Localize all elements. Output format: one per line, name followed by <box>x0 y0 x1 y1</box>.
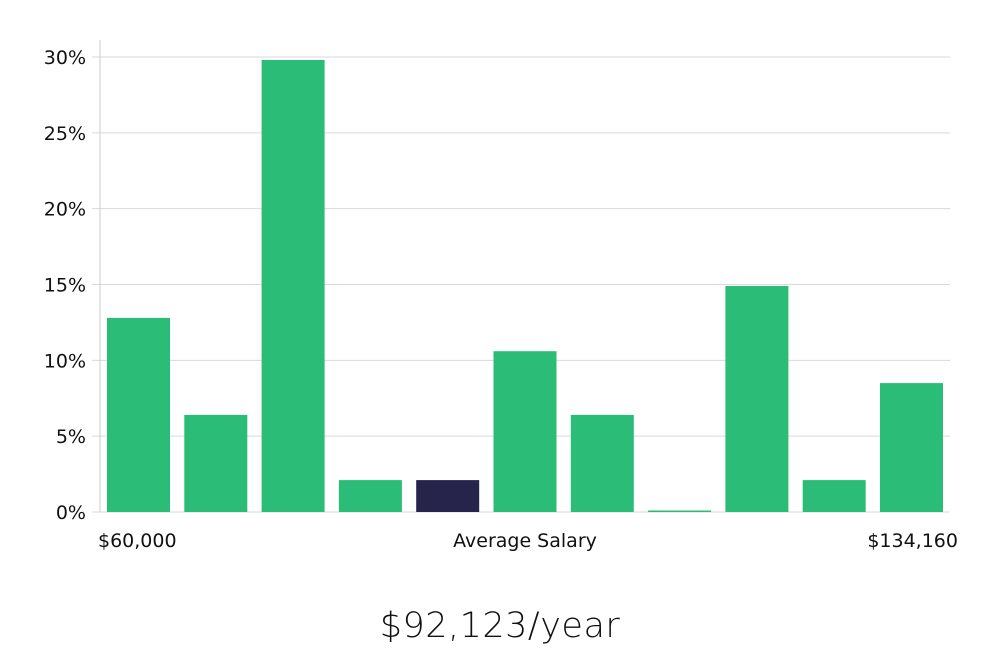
bar <box>338 480 402 512</box>
average-salary-caption: $92,123/year <box>379 606 621 646</box>
x-label-min: $60,000 <box>98 530 177 552</box>
bar <box>880 383 943 512</box>
bars <box>107 60 943 512</box>
bar <box>570 414 634 512</box>
y-tick-label: 0% <box>56 502 86 524</box>
bar-highlighted <box>416 480 480 512</box>
bar <box>261 60 325 512</box>
x-label-average: Average Salary <box>453 530 597 552</box>
y-tick-label: 20% <box>44 199 86 221</box>
bar <box>725 286 789 512</box>
bar <box>493 351 557 512</box>
y-tick-label: 5% <box>56 426 86 448</box>
y-tick-label: 10% <box>44 350 86 372</box>
x-axis: $60,000 Average Salary $134,160 <box>98 530 958 552</box>
bar <box>107 317 170 512</box>
y-tick-label: 25% <box>44 123 86 145</box>
salary-histogram: 0% 5% 10% 15% 20% 25% 30% $60,000 Average Sala… <box>44 40 958 552</box>
bar <box>802 480 866 512</box>
bar <box>648 510 712 512</box>
y-axis: 0% 5% 10% 15% 20% 25% 30% <box>44 40 101 524</box>
y-tick-label: 15% <box>44 275 86 297</box>
y-tick-label: 30% <box>44 47 86 69</box>
x-label-max: $134,160 <box>867 530 958 552</box>
bar <box>184 414 248 512</box>
